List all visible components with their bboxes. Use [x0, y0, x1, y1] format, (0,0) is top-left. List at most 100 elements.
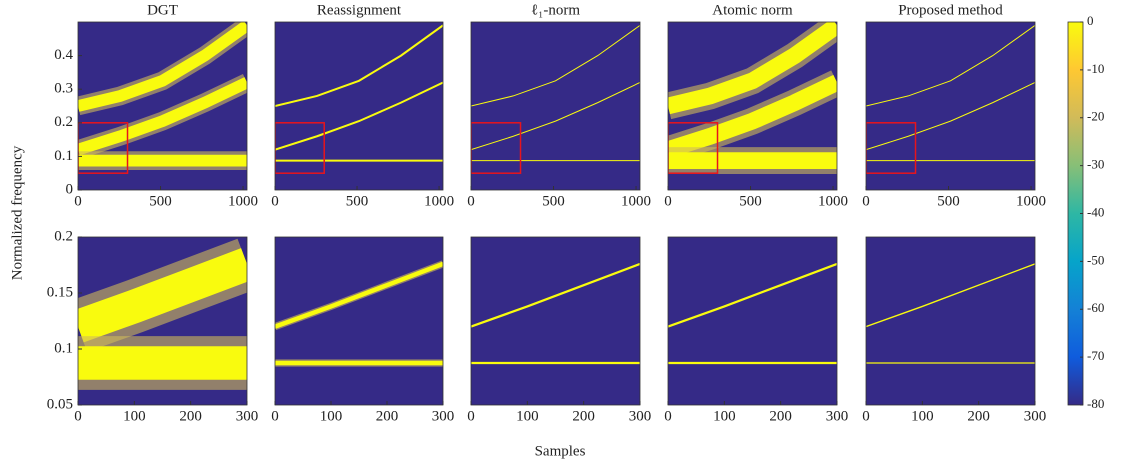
plot-frame: [274, 21, 444, 191]
plot-frame: [274, 236, 444, 406]
colorbar-tick-label: -50: [1087, 252, 1104, 267]
x-tick-label: 1000: [621, 193, 651, 209]
x-tick-label: 500: [739, 193, 762, 209]
ridge: [471, 24, 640, 107]
plot-area: [866, 263, 1035, 364]
plot-background: [866, 237, 1035, 405]
plot-frame: [77, 21, 248, 191]
x-tick-label: 200: [179, 408, 202, 424]
x-tick-label: 300: [826, 408, 849, 424]
ridge: [471, 82, 640, 151]
plot-area: [668, 22, 837, 175]
ridge: [78, 248, 247, 343]
x-tick-label: 100: [123, 408, 146, 424]
x-tick-label: 200: [572, 408, 595, 424]
plot-background: [471, 22, 640, 190]
ridge: [668, 22, 837, 115]
plot-area: [866, 24, 1035, 174]
ridge: [471, 262, 640, 328]
plot-area: [78, 238, 247, 390]
panel-title: ℓ₁-norm: [531, 2, 580, 18]
plot-area: [668, 262, 837, 365]
x-tick-label: 0: [271, 193, 279, 209]
plot-area: [275, 24, 443, 174]
x-tick-label: 500: [542, 193, 565, 209]
plot-background: [275, 22, 443, 190]
x-tick-label: 300: [236, 408, 259, 424]
ridge: [275, 261, 443, 329]
x-tick-label: 0: [862, 193, 870, 209]
ridge: [866, 82, 1035, 151]
ridge: [78, 22, 247, 112]
x-tick-label: 1000: [228, 193, 258, 209]
y-tick-label: 0.1: [54, 148, 73, 164]
ridge: [866, 263, 1035, 328]
x-tick-label: 0: [271, 408, 279, 424]
x-tick-label: 500: [346, 193, 369, 209]
panel-title: Atomic norm: [712, 2, 793, 18]
colorbar-tick-label: -10: [1087, 61, 1104, 76]
y-tick-label: 0.2: [54, 114, 73, 130]
x-tick-label: 0: [467, 193, 475, 209]
x-tick-label: 0: [74, 408, 82, 424]
x-tick-label: 0: [74, 193, 82, 209]
plot-area: [78, 22, 247, 174]
panel-title: Reassignment: [317, 2, 402, 18]
colorbar-tick-label: -40: [1087, 204, 1104, 219]
plot-background: [275, 237, 443, 405]
y-tick-label: 0.3: [54, 81, 73, 97]
ridge: [668, 262, 837, 328]
x-tick-label: 200: [376, 408, 399, 424]
plot-frame: [865, 236, 1036, 406]
y-tick-label: 0.15: [47, 284, 73, 300]
ridge: [275, 24, 443, 107]
x-tick-label: 200: [769, 408, 792, 424]
colorbar-tick-label: -80: [1087, 396, 1104, 411]
plot-frame: [667, 21, 838, 191]
x-tick-label: 1000: [424, 193, 454, 209]
x-tick-label: 0: [664, 193, 672, 209]
colorbar-tick-label: -60: [1087, 300, 1104, 315]
x-tick-label: 300: [1024, 408, 1047, 424]
x-tick-label: 100: [713, 408, 736, 424]
x-tick-label: 1000: [1016, 193, 1046, 209]
x-axis-label: Samples: [535, 443, 586, 459]
y-tick-label: 0.1: [54, 340, 73, 356]
plot-frame: [667, 236, 838, 406]
plot-frame: [470, 21, 641, 191]
zoom-box: [275, 122, 325, 174]
ridge: [78, 77, 247, 156]
ridge: [866, 24, 1035, 107]
colorbar-tick-label: -20: [1087, 109, 1104, 124]
x-tick-label: 100: [516, 408, 539, 424]
y-tick-label: 0.2: [54, 228, 73, 244]
x-tick-label: 0: [467, 408, 475, 424]
plot-background: [668, 237, 837, 405]
zoom-box: [78, 122, 129, 174]
x-tick-label: 500: [937, 193, 960, 209]
plot-area: [275, 260, 443, 367]
plot-area: [471, 24, 640, 174]
plot-frame: [470, 236, 641, 406]
colorbar-tick-label: 0: [1087, 13, 1094, 28]
x-tick-label: 500: [149, 193, 172, 209]
zoom-box: [471, 122, 522, 174]
panel-title: Proposed method: [898, 2, 1003, 18]
plot-area: [471, 262, 640, 365]
ridge: [668, 74, 837, 158]
x-tick-label: 200: [967, 408, 990, 424]
ridge: [275, 81, 443, 151]
plot-background: [471, 237, 640, 405]
y-axis-label: Normalized frequency: [9, 145, 25, 280]
x-tick-label: 1000: [818, 193, 848, 209]
y-tick-label: 0.4: [54, 47, 73, 63]
colorbar-tick-label: -30: [1087, 157, 1104, 172]
x-tick-label: 100: [911, 408, 934, 424]
x-tick-label: 300: [629, 408, 652, 424]
panel-title: DGT: [147, 2, 178, 18]
zoom-box: [668, 122, 719, 174]
x-tick-label: 300: [432, 408, 455, 424]
y-tick-label: 0.05: [47, 396, 73, 412]
x-tick-label: 100: [320, 408, 343, 424]
